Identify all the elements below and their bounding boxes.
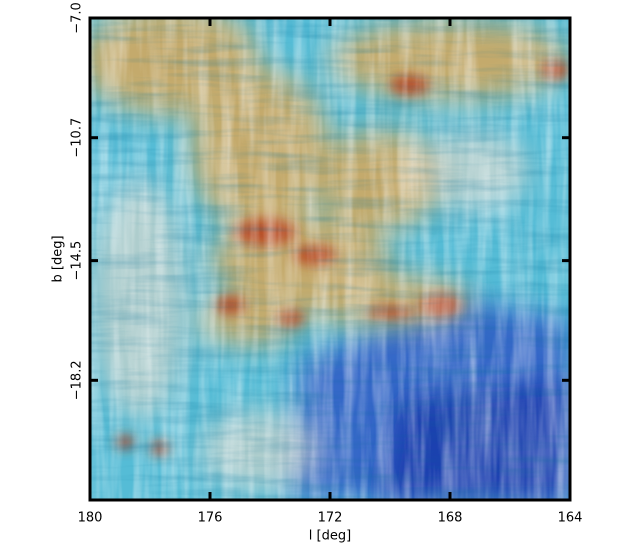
y-tick-label: −10.7: [70, 118, 85, 158]
y-tick-label: −18.2: [70, 360, 85, 400]
x-tick-label: 172: [318, 511, 343, 526]
x-tick-label: 168: [438, 511, 463, 526]
y-tick-label: −7.0: [70, 2, 85, 34]
axes: 180 176 172 168 164 −7.0 −10.7 −14.5 −18.2: [70, 2, 583, 525]
x-tick-label: 180: [78, 511, 103, 526]
y-tick-label: −14.5: [70, 241, 85, 281]
x-axis-label: l [deg]: [309, 529, 351, 544]
x-tick-label: 164: [558, 511, 583, 526]
dust-map: [90, 18, 570, 500]
y-axis-label: b [deg]: [51, 235, 66, 282]
x-tick-label: 176: [198, 511, 223, 526]
